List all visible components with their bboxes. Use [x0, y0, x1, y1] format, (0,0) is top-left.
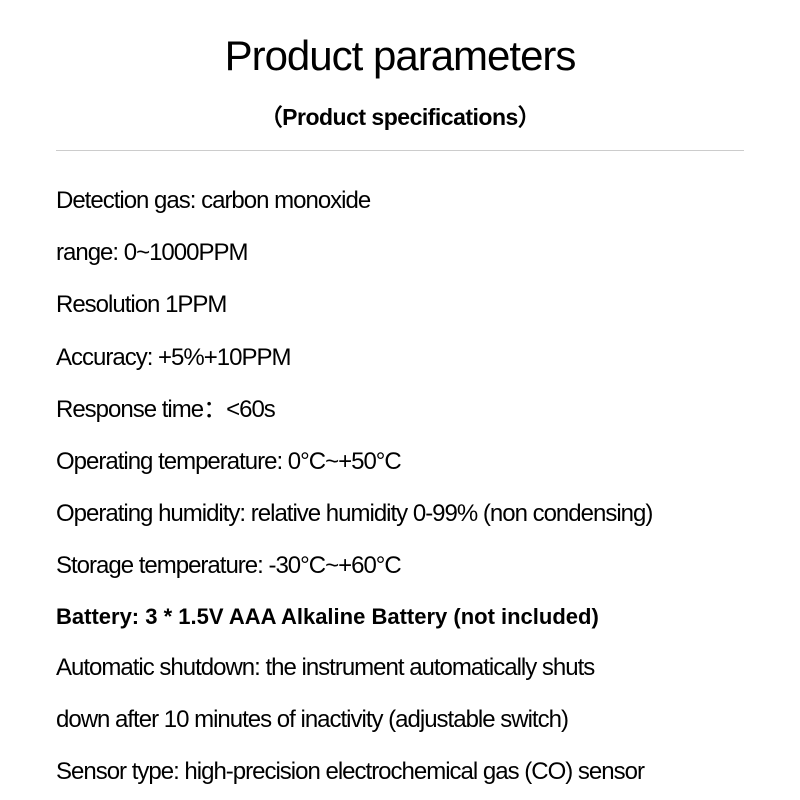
- spec-operating-temperature: Operating temperature: 0°C~+50°C: [56, 446, 744, 477]
- page-title: Product parameters: [56, 32, 744, 80]
- divider: [56, 150, 744, 151]
- spec-response-time: Response time：<60s: [56, 394, 744, 425]
- spec-storage-temperature: Storage temperature: -30°C~+60°C: [56, 550, 744, 581]
- spec-range: range: 0~1000PPM: [56, 237, 744, 268]
- spec-operating-humidity: Operating humidity: relative humidity 0-…: [56, 498, 744, 529]
- spec-auto-shutdown-2: down after 10 minutes of inactivity (adj…: [56, 704, 744, 735]
- spec-list: Detection gas: carbon monoxide range: 0~…: [56, 185, 744, 788]
- spec-sensor-type: Sensor type: high-precision electrochemi…: [56, 756, 744, 787]
- spec-detection-gas: Detection gas: carbon monoxide: [56, 185, 744, 216]
- spec-battery: Battery: 3 * 1.5V AAA Alkaline Battery (…: [56, 603, 744, 632]
- spec-resolution: Resolution 1PPM: [56, 289, 744, 320]
- page-subtitle: （Product specifications）: [56, 98, 744, 132]
- spec-accuracy: Accuracy: +5%+10PPM: [56, 342, 744, 373]
- spec-auto-shutdown-1: Automatic shutdown: the instrument autom…: [56, 652, 744, 683]
